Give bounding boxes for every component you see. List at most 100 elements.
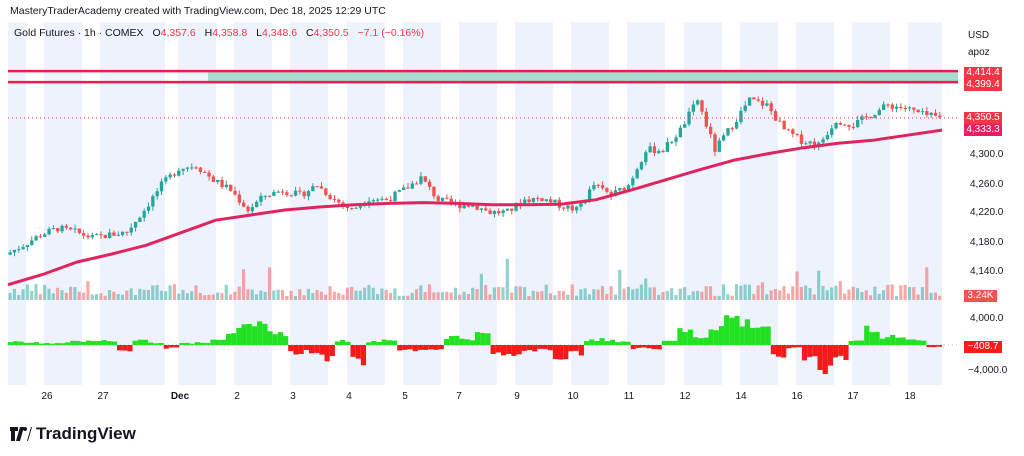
volume-bar [523, 287, 527, 300]
candle [570, 205, 574, 211]
oscillator-bar [698, 338, 704, 345]
volume-bar [90, 294, 94, 300]
candle [401, 187, 406, 191]
oscillator-bar [791, 345, 797, 348]
oscillator-bar [827, 345, 834, 366]
level-zone [8, 69, 958, 84]
symbol-name[interactable]: Gold Futures · 1h · COMEX [14, 27, 144, 39]
candle [795, 133, 799, 135]
candle [696, 100, 700, 105]
oscillator-tag: −408.7 [964, 341, 1002, 353]
volume-bar [21, 289, 25, 300]
candle [90, 235, 94, 238]
oscillator-bar [713, 330, 719, 345]
volume-bar [864, 290, 868, 300]
volume-bar [639, 284, 643, 300]
brand-name: TradingView [36, 424, 136, 443]
candles [8, 96, 942, 257]
oscillator-bar [490, 345, 496, 354]
candle [596, 185, 600, 187]
volume-bar [64, 292, 68, 300]
candle [821, 139, 825, 143]
volume-bar [267, 267, 272, 300]
oscillator-bar [604, 341, 610, 345]
candle [920, 111, 925, 113]
volume-bar [458, 294, 462, 300]
volume-bar [341, 294, 345, 300]
volume-bar [440, 292, 445, 300]
volume-bar [8, 293, 12, 300]
oscillator-bar [267, 331, 273, 345]
candle [229, 184, 233, 191]
oscillator-bar [199, 342, 206, 345]
oscillator-bar [345, 341, 351, 345]
oscillator-bar [262, 323, 268, 345]
candle [644, 152, 648, 163]
volume-bar [553, 295, 557, 300]
volume-bar [51, 293, 55, 300]
candle [107, 232, 112, 239]
oscillator-bar [770, 345, 776, 355]
volume-bar [709, 286, 713, 300]
volume-bar [799, 286, 803, 300]
volume-bar [306, 288, 310, 300]
time-tick: 7 [456, 391, 462, 402]
volume-bar [769, 290, 773, 300]
volume-bar [389, 293, 393, 300]
candle [838, 122, 843, 125]
candle [216, 179, 220, 182]
volume-bar [203, 295, 207, 300]
volume-bar [345, 287, 349, 300]
level-high-tag: 4,414.4 [964, 67, 1002, 79]
volume-bar [47, 288, 51, 300]
oscillator-bar [428, 345, 434, 350]
candle [527, 199, 531, 203]
volume-bar [328, 286, 332, 300]
time-tick: 12 [679, 391, 691, 402]
volume-bar [907, 287, 912, 300]
volume-bar [903, 284, 907, 300]
oscillator-bar [666, 340, 673, 345]
oscillator-bar [132, 340, 138, 345]
candle [756, 99, 760, 101]
oscillator-bar [589, 339, 595, 345]
volume-bar [743, 284, 747, 300]
volume-bar [678, 288, 682, 300]
candle [233, 190, 237, 195]
candle [851, 126, 856, 128]
oscillator-histogram [8, 315, 942, 375]
oscillator-bar [910, 339, 917, 345]
volume-bar [881, 290, 886, 300]
candle [47, 228, 51, 235]
candle [73, 228, 77, 230]
oscillator-bar [65, 342, 71, 345]
candle [43, 234, 47, 237]
volume-bar [155, 285, 159, 300]
candle [311, 186, 315, 192]
candle [683, 124, 687, 128]
currency-label[interactable]: USD [968, 30, 990, 41]
volume-bar [103, 295, 107, 300]
low-value: 4,348.6 [262, 27, 298, 39]
candle [60, 225, 64, 232]
volume-bar [613, 294, 617, 300]
volume-bar [795, 271, 799, 300]
candle [427, 181, 432, 187]
volume-bar [873, 286, 877, 300]
oscillator-bar [703, 337, 709, 345]
oscillator-bar [459, 338, 465, 345]
volume-bar [319, 291, 323, 300]
candle [925, 111, 929, 115]
oscillator-bar [39, 343, 45, 345]
oscillator-bar [449, 336, 455, 345]
candle [129, 227, 133, 233]
volume-bar [60, 290, 64, 300]
oscillator-bar [807, 345, 813, 357]
oscillator-bar [781, 345, 787, 358]
oscillator-bar [70, 340, 76, 345]
candle [203, 171, 207, 173]
volume-bar [151, 285, 155, 300]
candle [912, 107, 916, 110]
price-tick: 4,140.0 [970, 266, 1004, 277]
